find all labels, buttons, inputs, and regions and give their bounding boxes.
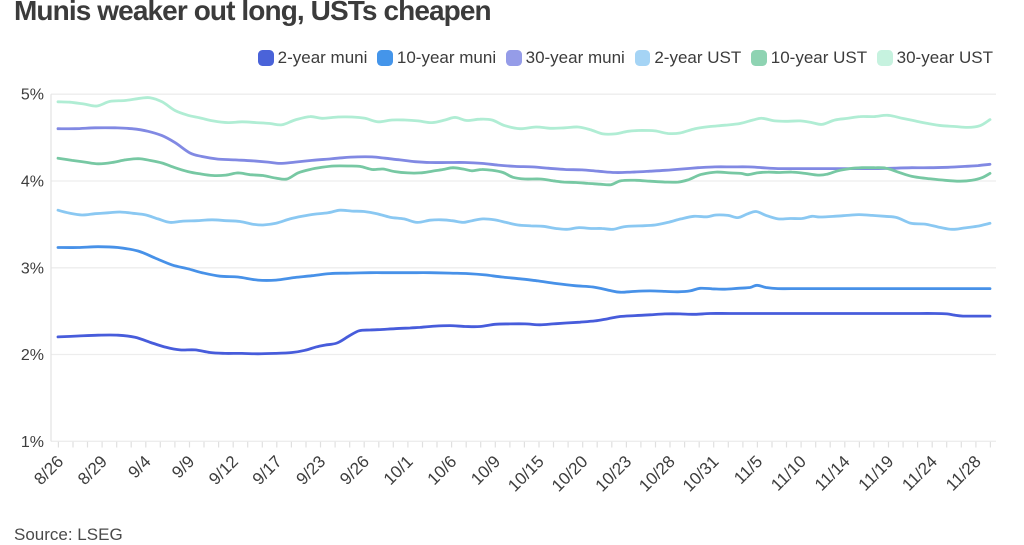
svg-text:2%: 2% [21, 347, 44, 364]
svg-text:10/31: 10/31 [679, 452, 723, 496]
svg-text:10/1: 10/1 [380, 452, 417, 489]
svg-text:11/28: 11/28 [942, 452, 985, 495]
svg-text:9/26: 9/26 [336, 452, 373, 489]
svg-text:11/5: 11/5 [730, 452, 766, 488]
svg-text:3%: 3% [21, 260, 44, 277]
svg-text:9/12: 9/12 [205, 452, 242, 489]
svg-text:10/28: 10/28 [635, 452, 679, 496]
svg-text:11/14: 11/14 [811, 452, 854, 495]
svg-text:9/23: 9/23 [292, 452, 329, 489]
svg-text:8/26: 8/26 [30, 452, 67, 489]
svg-text:10/20: 10/20 [548, 452, 592, 496]
svg-text:11/19: 11/19 [855, 452, 898, 495]
svg-text:10/23: 10/23 [592, 452, 636, 496]
svg-text:8/29: 8/29 [74, 452, 111, 489]
svg-text:9/4: 9/4 [124, 452, 154, 482]
svg-text:11/24: 11/24 [898, 452, 941, 495]
svg-text:9/17: 9/17 [249, 452, 286, 489]
svg-text:4%: 4% [21, 174, 44, 191]
svg-text:5%: 5% [21, 87, 44, 104]
svg-text:9/9: 9/9 [168, 452, 198, 482]
svg-text:10/9: 10/9 [467, 452, 504, 489]
svg-text:11/10: 11/10 [767, 452, 810, 495]
svg-text:10/6: 10/6 [424, 452, 461, 489]
svg-text:1%: 1% [21, 434, 44, 451]
svg-text:10/15: 10/15 [504, 452, 548, 496]
